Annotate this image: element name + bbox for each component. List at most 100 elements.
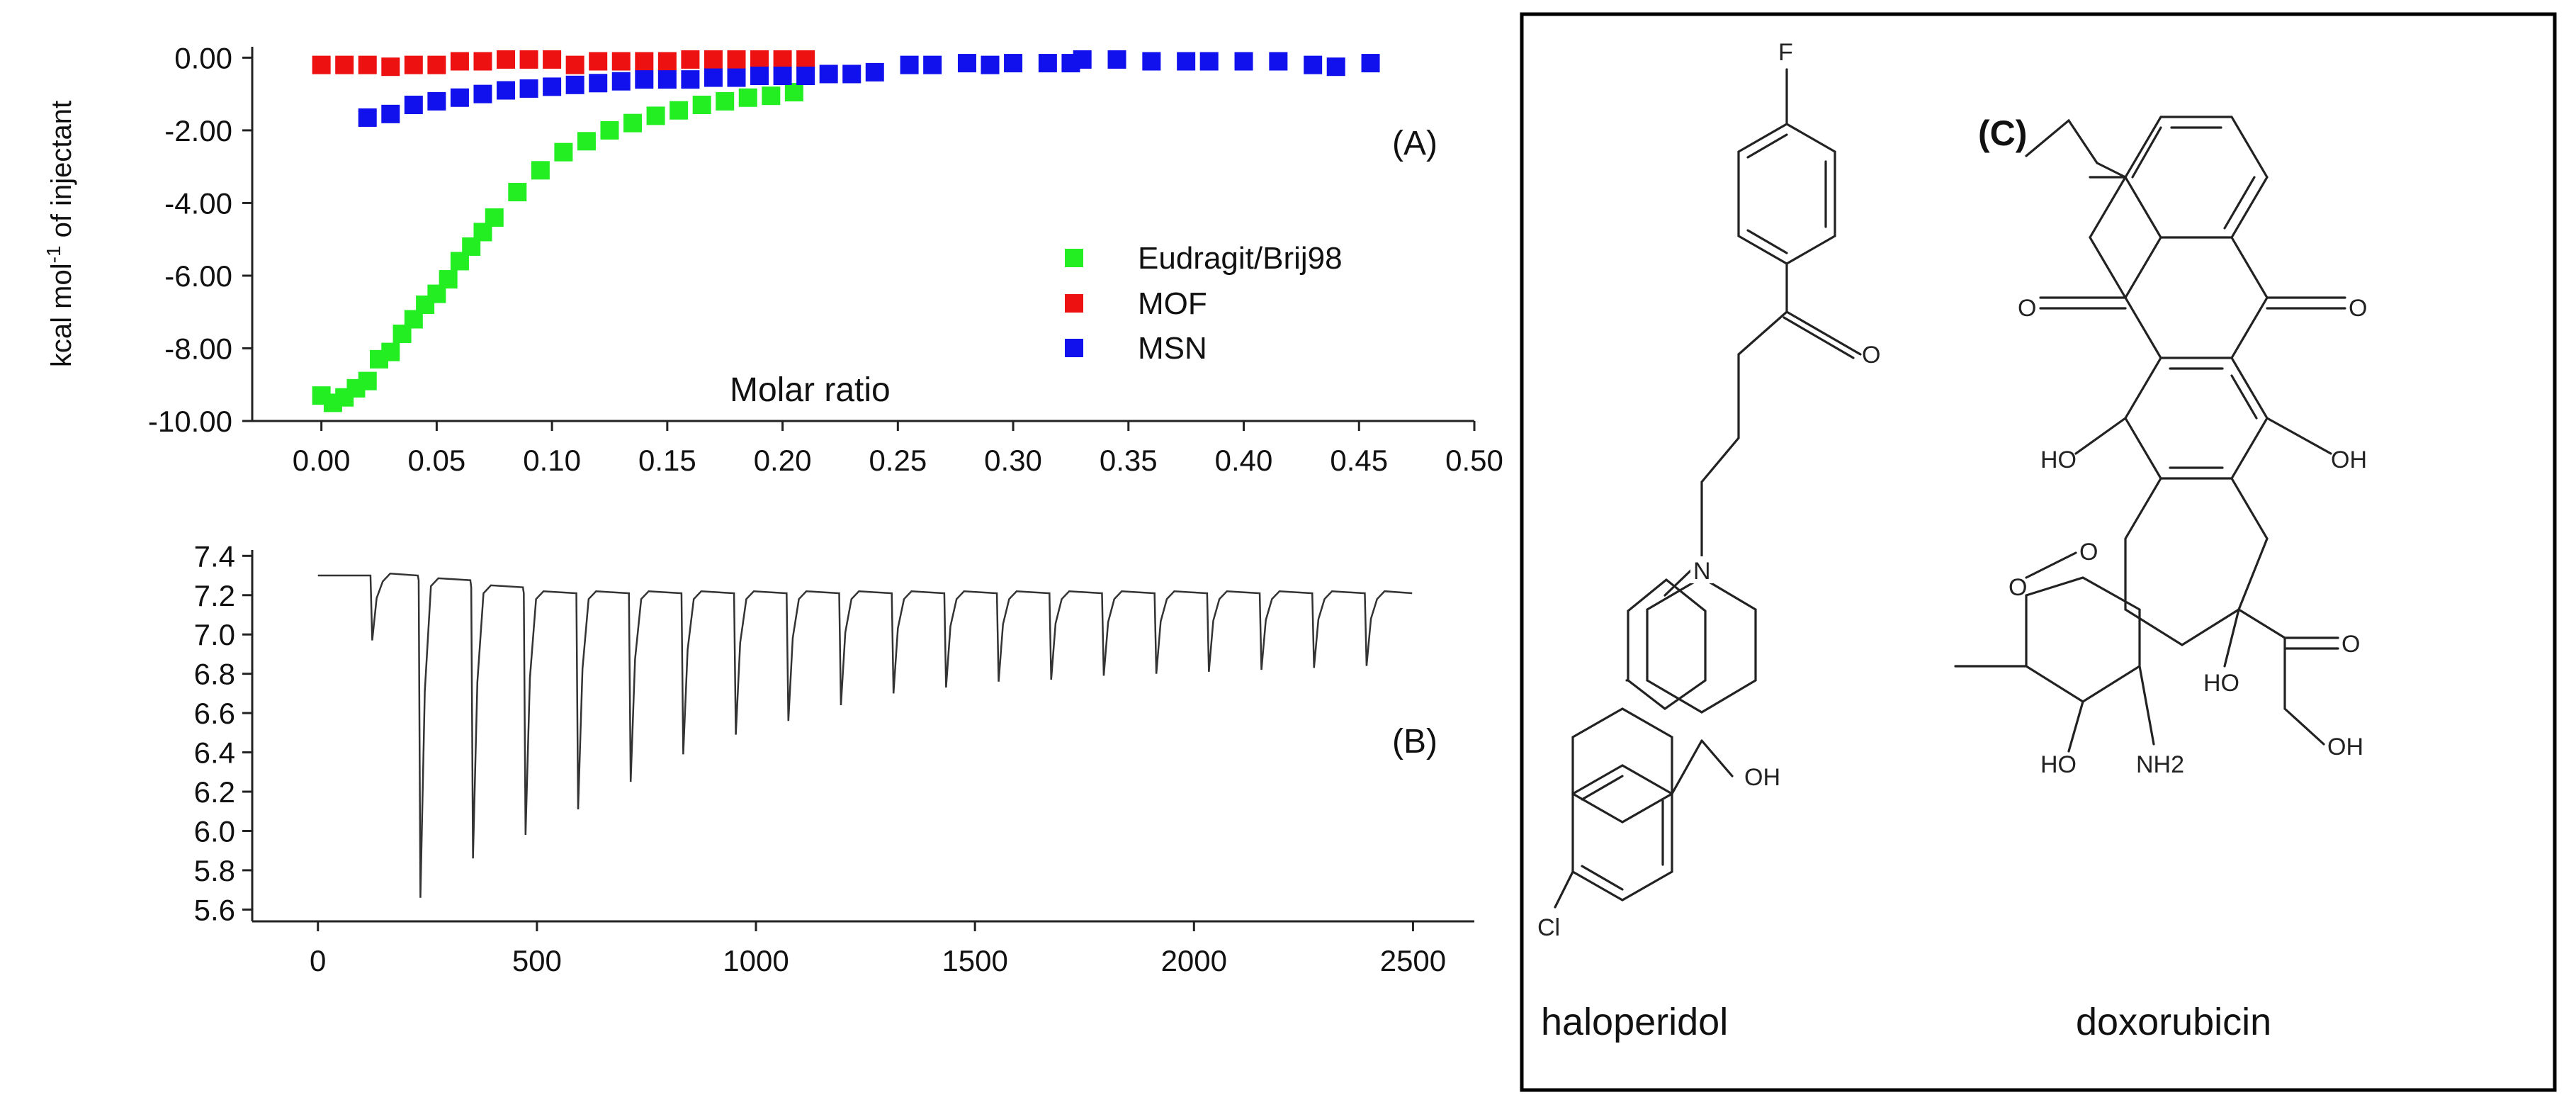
data-point-series-0 bbox=[531, 161, 550, 180]
data-point-series-2 bbox=[1361, 54, 1380, 73]
y-tick-label: -8.00 bbox=[164, 332, 232, 365]
data-point-series-2 bbox=[796, 67, 815, 86]
x-tick-label: 0.30 bbox=[984, 444, 1042, 477]
y-tick-label: -4.00 bbox=[164, 186, 232, 220]
data-point-series-1 bbox=[519, 50, 538, 69]
ylabel-post: of injectant bbox=[46, 101, 77, 246]
data-point-series-0 bbox=[358, 371, 377, 391]
data-point-series-2 bbox=[1177, 52, 1196, 71]
data-point-series-2 bbox=[657, 70, 677, 89]
x-tick-label: 2500 bbox=[1380, 944, 1446, 977]
atom-o-ketone-halo: O bbox=[1862, 342, 1880, 369]
data-point-series-1 bbox=[565, 55, 584, 74]
y-tick-label: 5.8 bbox=[194, 854, 235, 887]
panel-a-legend: Eudragit/Brij98 MOF MSN bbox=[1065, 241, 1343, 366]
atom-cl: Cl bbox=[1537, 914, 1560, 941]
x-tick-label: 0.15 bbox=[638, 444, 696, 477]
atom-ho-c9: HO bbox=[2203, 670, 2239, 697]
data-point-series-2 bbox=[565, 75, 584, 94]
haloperidol-name: haloperidol bbox=[1541, 1001, 1728, 1043]
data-point-series-0 bbox=[738, 88, 757, 107]
x-tick-label: 0.45 bbox=[1330, 444, 1388, 477]
data-point-series-2 bbox=[404, 96, 423, 115]
atom-n: N bbox=[1693, 558, 1711, 585]
atom-o-link: O bbox=[2079, 539, 2098, 566]
data-point-series-2 bbox=[450, 88, 469, 107]
data-point-series-2 bbox=[842, 64, 862, 84]
panel-a-y-ticks: 0.00 -2.00 -4.00 -6.00 -8.00 -10.00 bbox=[148, 41, 252, 438]
y-tick-label: 6.2 bbox=[194, 775, 235, 809]
panel-b-label: (B) bbox=[1392, 723, 1437, 760]
x-tick-label: 1500 bbox=[942, 944, 1007, 977]
data-point-series-2 bbox=[727, 68, 746, 87]
x-tick-label: 0.10 bbox=[523, 444, 581, 477]
panel-a-x-axis-label: Molar ratio bbox=[730, 371, 891, 409]
y-tick-label: 0.00 bbox=[174, 41, 232, 74]
x-tick-label: 0.35 bbox=[1100, 444, 1158, 477]
y-tick-label: 6.0 bbox=[194, 814, 235, 848]
piperidine-ring bbox=[1646, 576, 1757, 714]
data-point-series-2 bbox=[957, 54, 976, 73]
atom-o-dox-top: O bbox=[2018, 295, 2036, 322]
atom-oh-dox-right: OH bbox=[2331, 447, 2367, 473]
panel-b-thermogram-trace bbox=[317, 572, 1413, 898]
legend-swatch-eudragit bbox=[1065, 249, 1083, 267]
data-point-series-2 bbox=[1038, 54, 1057, 73]
doxorubicin-substituents bbox=[2025, 118, 2346, 746]
data-point-series-2 bbox=[704, 68, 723, 87]
y-tick-label: 7.0 bbox=[194, 618, 235, 651]
data-point-series-2 bbox=[427, 91, 446, 111]
data-point-series-2 bbox=[497, 81, 516, 100]
panel-a-chart: 0.00 0.05 0.10 0.15 0.20 0.25 0.30 0.35 0.40 0.45… bbox=[43, 41, 1503, 477]
panel-a-y-axis-label: kcal mol-1 of injectant bbox=[43, 101, 78, 367]
atom-f: F bbox=[1778, 39, 1793, 66]
data-point-series-0 bbox=[670, 101, 689, 120]
x-tick-label: 0.25 bbox=[869, 444, 927, 477]
atom-oh-end: OH bbox=[2327, 734, 2363, 760]
panel-b-chart: 0 500 1000 1500 2000 2500 7.4 7.2 7.0 6.8 6.6 6.4 6… bbox=[194, 539, 1474, 977]
data-point-series-2 bbox=[819, 64, 838, 84]
data-point-series-1 bbox=[611, 52, 631, 71]
atom-ho-dox-left: HO bbox=[2040, 447, 2077, 473]
data-point-series-1 bbox=[358, 55, 377, 74]
atom-oh-halo: OH bbox=[1744, 764, 1780, 791]
data-point-series-1 bbox=[681, 50, 700, 69]
legend-swatch-msn bbox=[1065, 339, 1083, 357]
atom-o-ketone-dox: O bbox=[2341, 631, 2360, 658]
panel-a-x-ticks: 0.00 0.05 0.10 0.15 0.20 0.25 0.30 0.35 0.40 0.45… bbox=[293, 421, 1503, 477]
data-point-series-2 bbox=[1199, 52, 1219, 71]
haloperidol-lower-bonds bbox=[1571, 707, 1734, 824]
data-point-series-2 bbox=[611, 72, 631, 91]
data-point-series-2 bbox=[865, 62, 884, 82]
ylabel-sup: -1 bbox=[43, 245, 64, 263]
data-point-series-2 bbox=[543, 77, 562, 96]
legend-swatch-mof bbox=[1065, 294, 1083, 313]
legend-label-msn: MSN bbox=[1138, 331, 1207, 366]
panel-c-label: (C) bbox=[1978, 113, 2027, 153]
y-tick-label: 7.4 bbox=[194, 539, 235, 573]
x-tick-label: 0.00 bbox=[293, 444, 351, 477]
data-point-series-1 bbox=[473, 52, 492, 71]
doxorubicin-name: doxorubicin bbox=[2076, 1001, 2271, 1043]
panel-c-structures: (C) F O N OH Cl haloperidol O O HO O bbox=[1520, 12, 2557, 1092]
atom-nh2: NH2 bbox=[2136, 751, 2184, 778]
x-tick-label: 0.40 bbox=[1215, 444, 1273, 477]
data-point-series-0 bbox=[646, 106, 665, 125]
data-point-series-2 bbox=[923, 55, 942, 74]
data-point-series-2 bbox=[1269, 52, 1288, 71]
data-point-series-2 bbox=[1326, 57, 1345, 77]
data-point-series-2 bbox=[1107, 50, 1126, 69]
data-point-series-2 bbox=[358, 108, 377, 127]
data-point-series-1 bbox=[704, 50, 723, 69]
data-point-series-2 bbox=[773, 67, 792, 86]
y-tick-label: 7.2 bbox=[194, 579, 235, 612]
data-point-series-1 bbox=[381, 57, 400, 77]
data-point-series-2 bbox=[473, 84, 492, 103]
data-point-series-0 bbox=[762, 86, 781, 106]
doxorubicin-structure: O O HO OH O O HO O HO NH2 OH doxorubicin bbox=[1954, 116, 2367, 1043]
data-point-series-1 bbox=[589, 52, 608, 71]
data-point-series-0 bbox=[600, 120, 619, 140]
data-point-series-0 bbox=[692, 96, 711, 115]
panel-a-data-points bbox=[312, 50, 1380, 412]
